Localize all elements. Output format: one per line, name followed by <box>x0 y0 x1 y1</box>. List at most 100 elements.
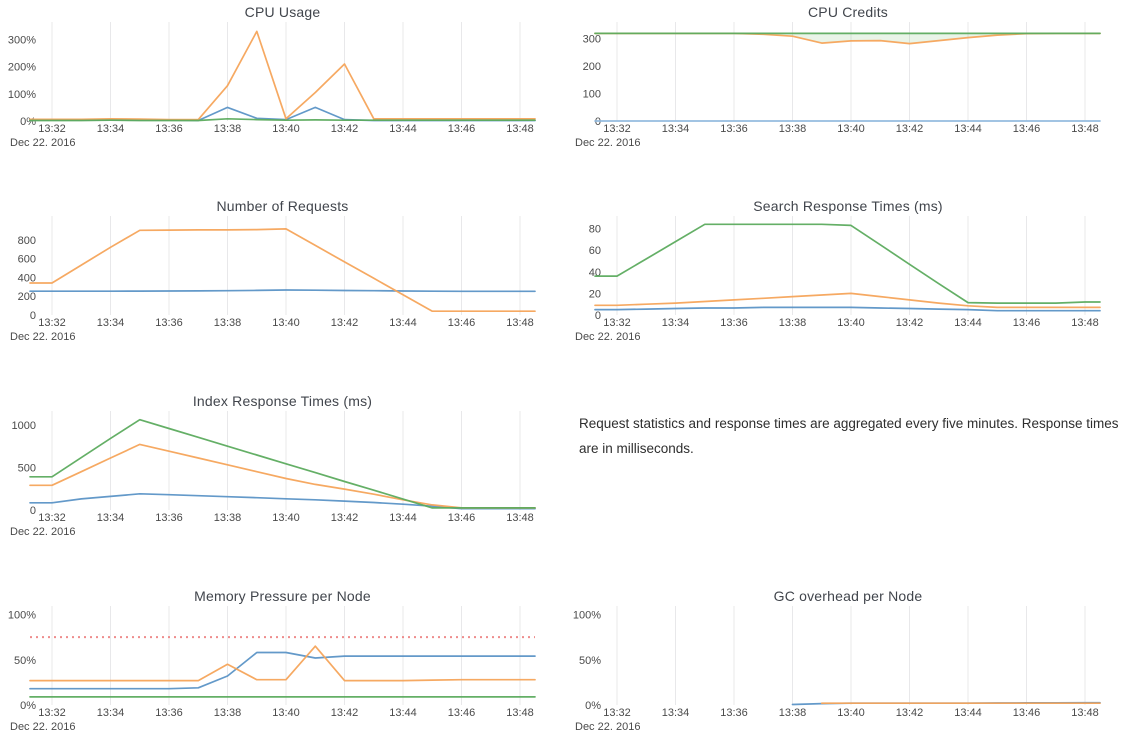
note-text: Request statistics and response times ar… <box>579 416 1119 456</box>
chart-title: Index Response Times (ms) <box>192 393 373 409</box>
chart-title: Number of Requests <box>216 198 349 214</box>
chart-cpu-credits: CPU Credits 13:32 13:34 13:36 13:38 13:40 13:… <box>565 0 1131 194</box>
svg-text:200%: 200% <box>8 62 36 74</box>
svg-text:13:40: 13:40 <box>272 512 300 524</box>
svg-text:13:32: 13:32 <box>38 317 66 329</box>
svg-text:13:40: 13:40 <box>837 707 865 719</box>
svg-text:0: 0 <box>595 310 601 322</box>
svg-text:13:48: 13:48 <box>1071 123 1099 135</box>
svg-text:20: 20 <box>589 288 601 300</box>
svg-text:13:46: 13:46 <box>448 707 476 719</box>
svg-text:13:38: 13:38 <box>779 707 807 719</box>
svg-text:200: 200 <box>583 61 601 73</box>
svg-text:13:42: 13:42 <box>331 123 359 135</box>
svg-text:13:46: 13:46 <box>448 123 476 135</box>
svg-text:13:36: 13:36 <box>720 707 748 719</box>
svg-text:200: 200 <box>18 291 36 303</box>
svg-text:13:42: 13:42 <box>896 123 924 135</box>
svg-text:13:48: 13:48 <box>1071 707 1099 719</box>
chart-cpu-usage: CPU Usage 13:32 13:34 13:36 13:38 13:40 13:42… <box>0 0 565 194</box>
svg-text:1000: 1000 <box>12 420 36 432</box>
svg-text:13:46: 13:46 <box>1013 123 1041 135</box>
svg-text:13:32: 13:32 <box>603 707 631 719</box>
chart-title: GC overhead per Node <box>773 588 923 604</box>
index-response-times-plot: 13:32 13:34 13:36 13:38 13:40 13:42 13:44 13:46… <box>10 411 536 538</box>
gc-overhead-plot: 13:32 13:34 13:36 13:38 13:40 13:42 13:44 13:46… <box>573 606 1101 733</box>
svg-text:80: 80 <box>589 224 601 236</box>
svg-text:13:34: 13:34 <box>662 707 690 719</box>
svg-text:13:48: 13:48 <box>506 707 534 719</box>
svg-text:13:32: 13:32 <box>38 123 66 135</box>
svg-text:13:44: 13:44 <box>954 317 982 329</box>
svg-text:500: 500 <box>18 462 36 474</box>
svg-text:0: 0 <box>30 505 36 517</box>
svg-text:13:36: 13:36 <box>155 512 183 524</box>
svg-text:0%: 0% <box>20 116 36 128</box>
svg-text:13:40: 13:40 <box>272 123 300 135</box>
svg-text:13:38: 13:38 <box>214 707 242 719</box>
svg-text:Dec 22. 2016: Dec 22. 2016 <box>10 331 75 343</box>
svg-text:13:42: 13:42 <box>331 707 359 719</box>
svg-text:13:40: 13:40 <box>272 707 300 719</box>
chart-number-of-requests: Number of Requests 13:32 13:34 13:36 13:38 1… <box>0 194 565 389</box>
number-of-requests-plot: 13:32 13:34 13:36 13:38 13:40 13:42 13:44 13:46… <box>10 216 536 343</box>
svg-text:13:34: 13:34 <box>662 317 690 329</box>
svg-text:13:42: 13:42 <box>896 707 924 719</box>
svg-text:600: 600 <box>18 254 36 266</box>
svg-text:13:40: 13:40 <box>837 317 865 329</box>
svg-text:13:36: 13:36 <box>155 123 183 135</box>
svg-text:13:42: 13:42 <box>896 317 924 329</box>
svg-text:100: 100 <box>583 88 601 100</box>
svg-text:13:46: 13:46 <box>448 317 476 329</box>
svg-text:13:38: 13:38 <box>214 123 242 135</box>
svg-text:13:40: 13:40 <box>837 123 865 135</box>
cpu-usage-plot: 13:32 13:34 13:36 13:38 13:40 13:42 13:44 13:46… <box>8 22 536 149</box>
chart-title: Memory Pressure per Node <box>194 588 371 604</box>
svg-text:Dec 22. 2016: Dec 22. 2016 <box>575 137 640 149</box>
chart-title: CPU Usage <box>244 4 321 20</box>
svg-text:13:32: 13:32 <box>38 707 66 719</box>
chart-index-response-times: Index Response Times (ms) 13:32 13:34 13:3… <box>0 389 565 584</box>
svg-text:13:34: 13:34 <box>97 123 125 135</box>
svg-text:100%: 100% <box>573 610 601 622</box>
svg-text:13:48: 13:48 <box>506 123 534 135</box>
svg-text:Dec 22. 2016: Dec 22. 2016 <box>10 137 75 149</box>
svg-text:50%: 50% <box>14 655 36 667</box>
svg-text:13:32: 13:32 <box>603 123 631 135</box>
svg-text:100%: 100% <box>8 89 36 101</box>
chart-memory-pressure-per-node: Memory Pressure per Node 13:32 13:34 13:36… <box>0 584 565 741</box>
svg-text:Dec 22. 2016: Dec 22. 2016 <box>575 721 640 733</box>
svg-text:13:44: 13:44 <box>389 317 417 329</box>
svg-text:13:48: 13:48 <box>1071 317 1099 329</box>
svg-text:400: 400 <box>18 272 36 284</box>
svg-text:13:42: 13:42 <box>331 512 359 524</box>
svg-text:300: 300 <box>583 33 601 45</box>
svg-text:13:44: 13:44 <box>389 512 417 524</box>
svg-text:0%: 0% <box>20 700 36 712</box>
memory-pressure-plot: 13:32 13:34 13:36 13:38 13:40 13:42 13:44 13:46… <box>8 606 536 733</box>
svg-text:13:38: 13:38 <box>779 317 807 329</box>
svg-text:300%: 300% <box>8 35 36 47</box>
svg-text:13:32: 13:32 <box>38 512 66 524</box>
svg-text:Dec 22. 2016: Dec 22. 2016 <box>10 721 75 733</box>
svg-text:13:44: 13:44 <box>954 707 982 719</box>
chart-title: CPU Credits <box>808 4 888 20</box>
svg-text:13:46: 13:46 <box>1013 707 1041 719</box>
svg-text:13:34: 13:34 <box>97 512 125 524</box>
svg-text:Dec 22. 2016: Dec 22. 2016 <box>575 331 640 343</box>
svg-text:13:36: 13:36 <box>155 707 183 719</box>
svg-text:800: 800 <box>18 235 36 247</box>
svg-text:Dec 22. 2016: Dec 22. 2016 <box>10 526 75 538</box>
svg-text:13:44: 13:44 <box>389 707 417 719</box>
svg-text:13:48: 13:48 <box>506 512 534 524</box>
chart-gc-overhead-per-node: GC overhead per Node 13:32 13:34 13:36 13:3… <box>565 584 1131 741</box>
svg-text:0: 0 <box>30 310 36 322</box>
svg-text:13:46: 13:46 <box>1013 317 1041 329</box>
cpu-credits-plot: 13:32 13:34 13:36 13:38 13:40 13:42 13:44 13:46… <box>575 22 1101 149</box>
svg-text:13:44: 13:44 <box>954 123 982 135</box>
svg-text:40: 40 <box>589 267 601 279</box>
svg-text:100%: 100% <box>8 610 36 622</box>
svg-text:60: 60 <box>589 245 601 257</box>
svg-text:13:42: 13:42 <box>331 317 359 329</box>
